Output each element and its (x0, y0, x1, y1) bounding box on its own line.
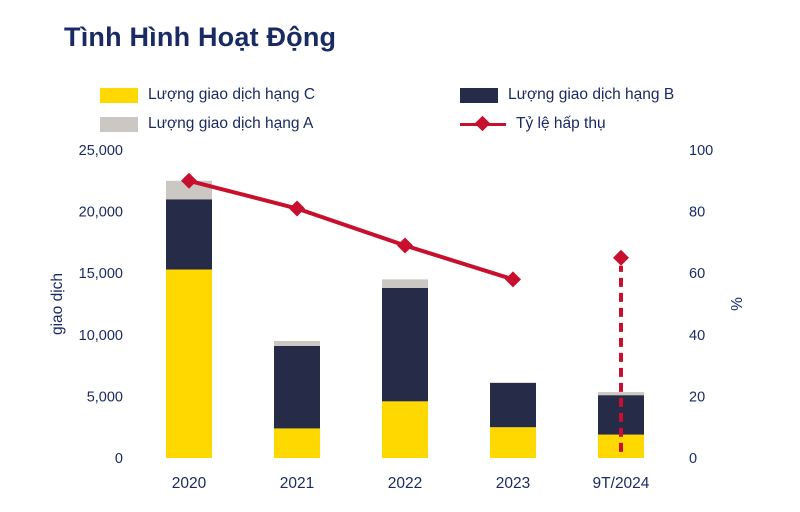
svg-text:20,000: 20,000 (79, 205, 123, 221)
legend-label-hang-c: Lượng giao dịch hạng C (148, 86, 316, 103)
bar-segment (490, 382, 536, 428)
svg-text:9T/2024: 9T/2024 (593, 475, 650, 492)
solid-line (188, 178, 514, 282)
y-axis-left-title: giao dịch (49, 273, 66, 335)
diamond-marker-icon (613, 249, 629, 266)
color-swatch-hang-b-icon (460, 87, 498, 103)
svg-text:60: 60 (689, 266, 705, 282)
svg-text:80: 80 (689, 205, 705, 221)
diamond-marker-icon (289, 200, 305, 217)
svg-text:100: 100 (689, 143, 713, 159)
combo-chart: 0 5,000 10,000 15,000 20,000 25,000 0 20 40 60 80 1… (49, 143, 746, 492)
legend-label-hang-a: Lượng giao dịch hạng A (148, 115, 314, 132)
bar-segment (490, 427, 536, 458)
stacked-bars-group (166, 180, 644, 458)
bar-segment (382, 401, 428, 458)
svg-text:2020: 2020 (172, 475, 207, 492)
bar-segment (166, 199, 212, 270)
page-title: Tình Hình Hoạt Động (64, 22, 337, 52)
axis-labels: 0 5,000 10,000 15,000 20,000 25,000 0 20 40 60 80 1… (49, 143, 746, 492)
diamond-marker-icon (505, 271, 521, 288)
svg-text:10,000: 10,000 (79, 328, 123, 344)
diamond-marker-icon (397, 237, 413, 254)
diamond-marker-icon (181, 172, 197, 189)
svg-text:2021: 2021 (280, 475, 314, 492)
legend-item-hang-a: Lượng giao dịch hạng A (100, 115, 460, 133)
svg-text:2023: 2023 (496, 475, 530, 492)
svg-text:5,000: 5,000 (87, 389, 123, 405)
legend-item-hang-b: Lượng giao dịch hạng B (460, 86, 750, 104)
svg-text:20: 20 (689, 389, 705, 405)
legend-label-ty-le-hap-thu: Tỷ lệ hấp thụ (516, 115, 606, 132)
bar-segment (274, 428, 320, 458)
svg-text:0: 0 (689, 451, 697, 467)
svg-text:40: 40 (689, 328, 705, 344)
legend-item-hang-c: Lượng giao dịch hạng C (100, 86, 460, 104)
bar-segment (598, 392, 644, 396)
svg-text:2022: 2022 (388, 475, 422, 492)
color-swatch-hang-a-icon (100, 116, 138, 132)
bar-segment (382, 287, 428, 402)
svg-text:0: 0 (115, 451, 123, 467)
color-swatch-hang-c-icon (100, 87, 138, 103)
bar-segment (382, 279, 428, 288)
line-diamond-marker-icon (460, 117, 506, 132)
bar-segment (274, 340, 320, 346)
svg-text:25,000: 25,000 (79, 143, 123, 159)
bar-segment (274, 345, 320, 429)
bar-segment (166, 269, 212, 458)
legend: Lượng giao dịch hạng C Lượng giao dịch h… (100, 86, 750, 133)
legend-label-hang-b: Lượng giao dịch hạng B (508, 86, 675, 103)
absorption-rate-line (181, 172, 629, 452)
legend-item-ty-le-hap-thu: Tỷ lệ hấp thụ (460, 115, 750, 133)
y-axis-right-title: % (729, 297, 746, 311)
svg-text:15,000: 15,000 (79, 266, 123, 282)
